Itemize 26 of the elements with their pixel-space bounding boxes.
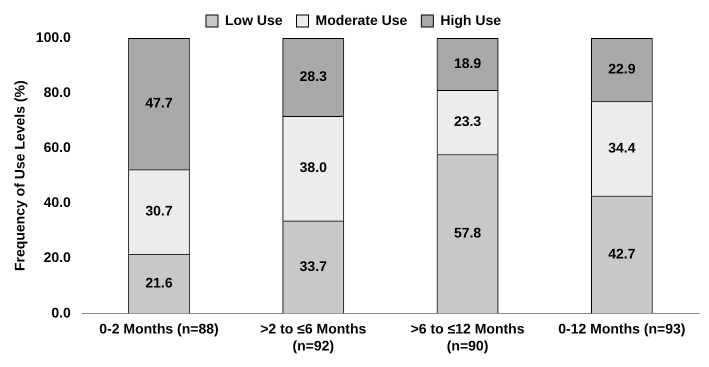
y-tick-label: 20.0 [44,249,72,266]
legend-label: Moderate Use [316,12,408,28]
data-label: 57.8 [454,224,482,241]
x-tick-label: >6 to ≤12 Months (n=90) [410,320,525,354]
data-label: 23.3 [454,112,482,129]
data-label: 33.7 [300,258,328,274]
y-tick-label: 80.0 [44,84,72,100]
legend-label: Low Use [224,12,283,28]
data-label: 42.7 [608,245,636,262]
y-tick-label: 100.0 [36,28,72,45]
x-tick-label: 0-2 Months (n=88) [99,320,219,337]
data-label: 47.7 [145,94,173,111]
x-tick-label: >2 to ≤6 Months (n=92) [260,320,367,354]
y-axis-title: Frequency of Use Levels (%) [11,80,28,272]
x-tick-label: 0-12 Months (n=93) [558,320,686,337]
data-label: 21.6 [145,274,173,291]
y-tick-label: 60.0 [44,139,72,156]
data-label: 18.9 [454,54,482,71]
y-tick-label: 40.0 [44,194,72,210]
data-label: 22.9 [608,60,636,76]
legend-label: High Use [440,12,502,28]
data-label: 38.0 [300,159,328,176]
data-label: 30.7 [145,202,173,218]
data-label: 34.4 [608,139,636,156]
y-tick-label: 0.0 [51,304,72,320]
data-label: 28.3 [300,68,328,84]
